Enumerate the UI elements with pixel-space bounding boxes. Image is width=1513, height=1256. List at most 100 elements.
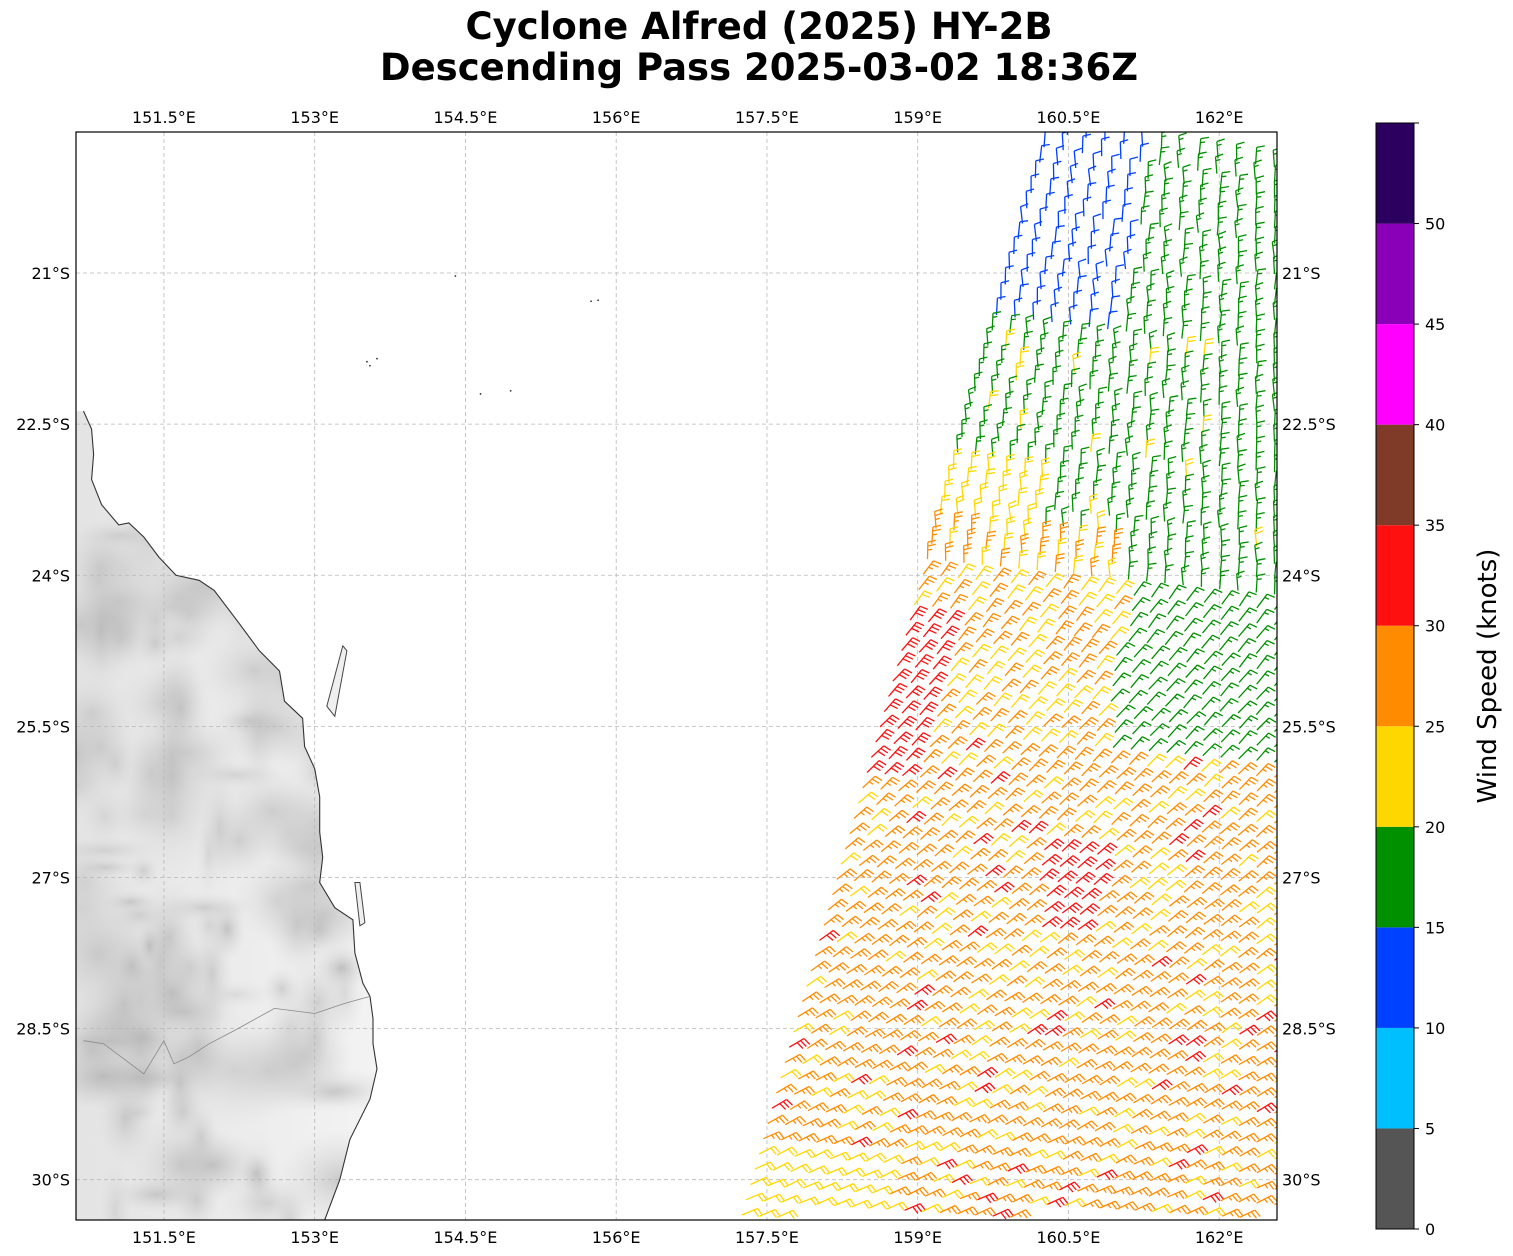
wind-barb [1186,957,1208,970]
wind-barb [1134,1016,1156,1027]
wind-barb [1198,136,1210,156]
wind-barb [1202,943,1223,956]
wind-barb [1113,921,1135,934]
wind-barb [847,1152,870,1162]
wind-barb [1237,761,1258,775]
wind-barb [1203,1098,1225,1109]
lon-tick-label-bottom: 153°E [290,1228,339,1247]
wind-barb [1046,759,1066,774]
wind-barb [1273,666,1277,671]
wind-barb [1256,947,1277,960]
wind-barb [1076,669,1097,684]
wind-barb [1024,1038,1046,1050]
wind-barb [990,833,1011,846]
wind-barb [833,1198,856,1208]
wind-barb [1125,312,1137,332]
wind-barb [1130,1125,1152,1135]
wind-barb [1043,838,1065,851]
wind-barb [1273,620,1277,626]
wind-barb [1166,1002,1188,1014]
wind-barb [1186,1206,1209,1216]
wind-barb [1061,715,1082,729]
wind-barb [1273,347,1277,366]
wind-barb [1132,721,1152,735]
longitude-labels-top: 151.5°E 153°E 154.5°E 156°E 157.5°E 159°E 160.… [132,108,1244,127]
wind-barb [1133,1156,1155,1166]
wind-barb [964,612,984,626]
wind-barb [758,1145,781,1155]
wind-barb [859,916,881,929]
wind-barb [1256,979,1277,991]
wind-barb [991,896,1013,908]
wind-barb [878,980,900,993]
wind-barb [780,1131,803,1141]
wind-barb [1221,1038,1243,1049]
wind-barb [825,1104,847,1114]
wind-barb [1058,1119,1081,1129]
wind-barb [1087,165,1097,186]
wind-barb [976,1004,998,1016]
wind-barb [854,1058,876,1069]
wind-barb [942,1189,964,1199]
wind-barb [1203,975,1225,987]
wind-barb [1009,1147,1032,1157]
wind-barb [1077,794,1098,807]
wind-barb [870,745,892,758]
wind-barb [1009,1023,1031,1033]
wind-barb [1095,858,1117,871]
wind-barb [1090,432,1101,452]
wind-barb [1239,839,1260,852]
wind-barb [957,1206,979,1216]
wind-barb [1042,916,1063,928]
wind-barb [1046,884,1067,897]
wind-barb [1114,844,1136,857]
wind-barb [1095,1185,1117,1195]
wind-barb [759,1208,781,1218]
reef-dot [597,299,600,302]
wind-barb [1181,303,1191,324]
wind-barb [1221,652,1241,667]
wind-barb [909,605,929,621]
wind-barb [911,732,931,746]
wind-barb [871,870,892,883]
wind-barb [1164,563,1174,584]
wind-barb [973,895,995,907]
wind-barb [1113,859,1134,872]
coastline [82,275,600,1220]
wind-barb [869,1200,891,1210]
wind-barb [886,1076,908,1086]
wind-barb [1088,493,1099,514]
wind-barb [780,1068,802,1079]
wind-barb [1256,686,1276,700]
wind-barb [1111,937,1133,949]
wind-barb [1163,160,1172,182]
wind-barb [1219,698,1239,712]
wind-barb [1043,1165,1065,1176]
wind-barb [1022,726,1043,741]
wind-barb [1044,963,1066,974]
colorbar-tick-label: 50 [1425,215,1445,234]
wind-barb [1221,1162,1243,1172]
wind-barb [1116,891,1138,903]
wind-barb [936,640,956,655]
wind-barb [1198,243,1208,265]
wind-barb [862,775,883,789]
wind-barb [1238,993,1260,1005]
wind-barb [865,1152,887,1162]
wind-barb [1218,447,1230,467]
wind-barb [1054,553,1065,573]
wind-barb [956,1081,978,1091]
wind-barb [1202,1052,1225,1063]
wind-barb [767,1114,789,1124]
wind-barb [940,625,960,640]
wind-barb [885,888,906,900]
wind-barb [1024,456,1034,476]
wind-barb [939,1080,961,1090]
wind-barb [868,1075,890,1085]
wind-barb [1124,187,1134,207]
wind-barb [1200,567,1210,587]
wind-barb [952,909,974,921]
wind-barb [1148,862,1170,875]
wind-barb [1238,1039,1260,1050]
wind-barb [872,1059,894,1070]
